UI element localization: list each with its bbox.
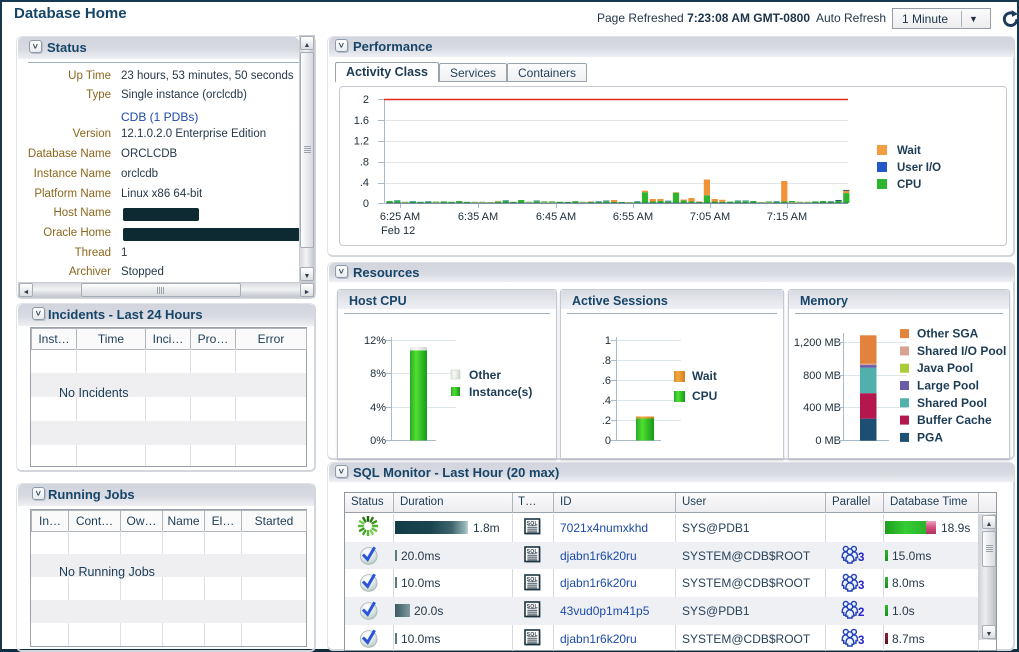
svg-text:Feb 12: Feb 12 <box>381 225 415 237</box>
svg-text:6:45 AM: 6:45 AM <box>536 211 576 223</box>
svg-text:SQL: SQL <box>527 549 539 555</box>
svg-text:.8: .8 <box>602 355 611 367</box>
svg-text:0: 0 <box>605 435 611 447</box>
svg-text:8%: 8% <box>370 368 386 380</box>
svg-text:User I/O: User I/O <box>897 162 941 174</box>
svg-text:.6: .6 <box>602 375 611 387</box>
svg-text:Large Pool: Large Pool <box>917 379 979 393</box>
svg-text:Other: Other <box>469 368 501 382</box>
svg-text:6:35 AM: 6:35 AM <box>458 211 498 223</box>
svg-text:0: 0 <box>363 198 369 210</box>
svg-text:7:05 AM: 7:05 AM <box>690 211 730 223</box>
svg-text:CPU: CPU <box>897 179 921 191</box>
svg-text:Instance(s): Instance(s) <box>469 385 532 399</box>
svg-text:0%: 0% <box>370 435 386 447</box>
svg-text:Java Pool: Java Pool <box>917 361 973 375</box>
svg-text:6:55 AM: 6:55 AM <box>613 211 653 223</box>
svg-text:Buffer Cache: Buffer Cache <box>917 413 992 427</box>
svg-text:.4: .4 <box>360 177 369 189</box>
svg-text:Wait: Wait <box>897 145 921 157</box>
svg-text:SQL: SQL <box>527 632 539 638</box>
svg-text:400 MB: 400 MB <box>803 402 841 414</box>
svg-text:2: 2 <box>363 94 369 106</box>
svg-text:12%: 12% <box>364 335 386 347</box>
svg-text:0 MB: 0 MB <box>815 435 841 447</box>
svg-text:.2: .2 <box>602 415 611 427</box>
svg-text:SQL: SQL <box>527 521 539 527</box>
svg-text:SQL: SQL <box>527 604 539 610</box>
svg-text:7:15 AM: 7:15 AM <box>767 211 807 223</box>
svg-text:1.2: 1.2 <box>354 136 369 148</box>
svg-text:CPU: CPU <box>692 389 717 403</box>
svg-text:1: 1 <box>605 335 611 347</box>
svg-text:Other SGA: Other SGA <box>917 327 979 341</box>
svg-text:Wait: Wait <box>692 369 717 383</box>
svg-text:1.6: 1.6 <box>354 115 369 127</box>
svg-text:SQL: SQL <box>527 577 539 583</box>
svg-text:.4: .4 <box>602 395 611 407</box>
svg-text:Shared I/O Pool: Shared I/O Pool <box>917 344 1006 358</box>
svg-text:800 MB: 800 MB <box>803 370 841 382</box>
svg-text:PGA: PGA <box>917 430 943 444</box>
svg-text:.8: .8 <box>360 156 369 168</box>
svg-text:4%: 4% <box>370 402 386 414</box>
svg-text:1,200 MB: 1,200 MB <box>794 337 841 349</box>
svg-text:Shared Pool: Shared Pool <box>917 396 987 410</box>
svg-text:6:25 AM: 6:25 AM <box>380 211 420 223</box>
